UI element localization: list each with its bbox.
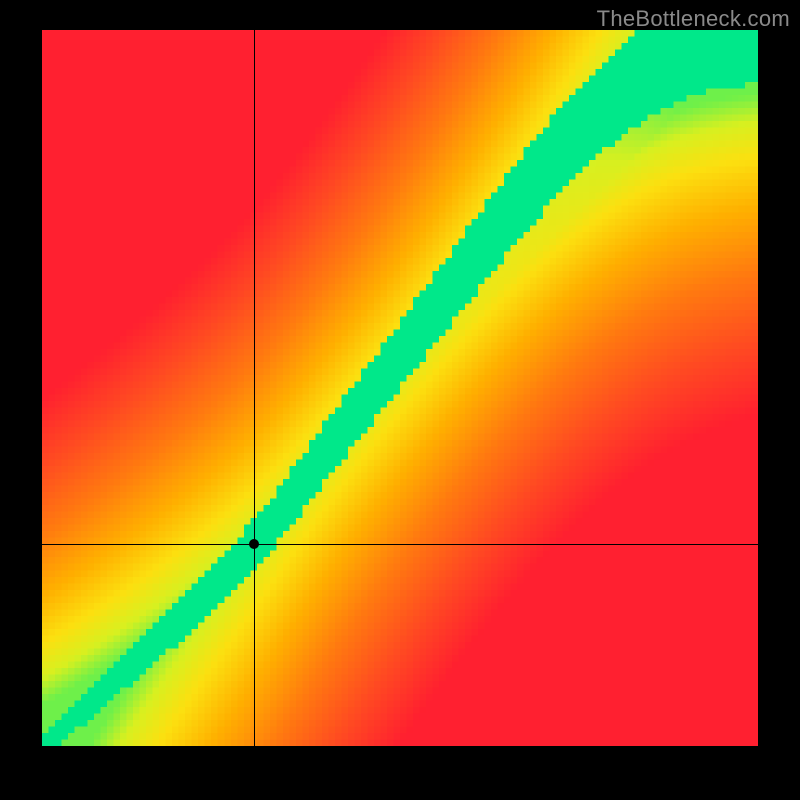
heatmap-plot (42, 30, 758, 746)
watermark-text: TheBottleneck.com (597, 6, 790, 32)
crosshair-vertical (254, 30, 255, 746)
marker-dot (249, 539, 259, 549)
crosshair-horizontal (42, 544, 758, 545)
heatmap-canvas (42, 30, 758, 746)
